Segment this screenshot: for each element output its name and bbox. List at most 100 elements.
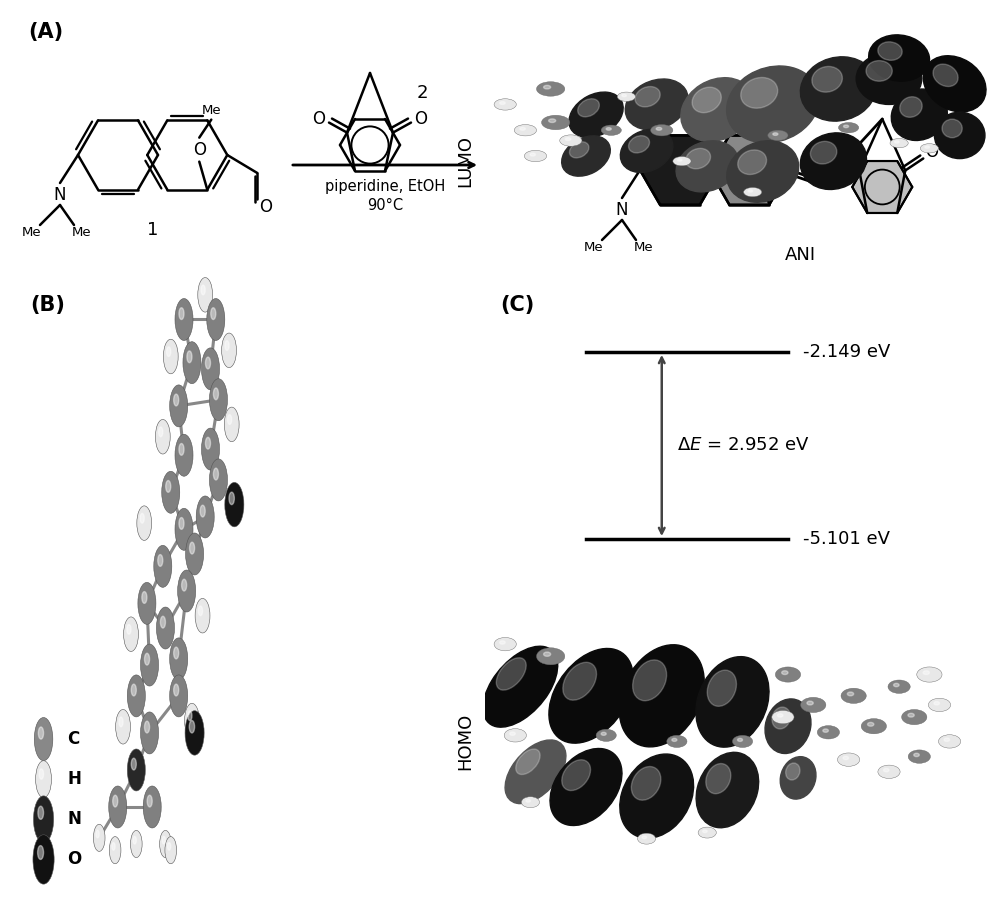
Text: N: N: [54, 186, 66, 204]
Circle shape: [601, 732, 606, 735]
Circle shape: [141, 712, 159, 754]
Circle shape: [537, 82, 565, 96]
Circle shape: [521, 797, 540, 808]
Ellipse shape: [550, 749, 622, 825]
Circle shape: [142, 591, 147, 603]
Circle shape: [209, 459, 227, 501]
Ellipse shape: [933, 64, 958, 87]
Circle shape: [141, 644, 159, 686]
Circle shape: [225, 341, 229, 350]
Circle shape: [201, 348, 220, 390]
Ellipse shape: [765, 699, 811, 753]
Circle shape: [34, 717, 53, 761]
Ellipse shape: [562, 136, 610, 176]
Circle shape: [622, 94, 626, 97]
Circle shape: [500, 641, 505, 644]
Text: -2.149 eV: -2.149 eV: [803, 343, 891, 361]
Text: O: O: [312, 110, 326, 128]
Circle shape: [160, 616, 165, 628]
Circle shape: [109, 836, 121, 864]
Circle shape: [878, 765, 900, 778]
Text: O: O: [827, 144, 840, 161]
Text: N: N: [616, 201, 628, 219]
Circle shape: [116, 709, 130, 744]
Circle shape: [823, 729, 828, 732]
Circle shape: [847, 692, 854, 696]
Circle shape: [601, 125, 621, 135]
Circle shape: [908, 713, 914, 717]
Ellipse shape: [625, 79, 688, 130]
Circle shape: [902, 709, 927, 725]
Polygon shape: [852, 161, 912, 213]
Text: $\Delta E$ = 2.952 eV: $\Delta E$ = 2.952 eV: [677, 437, 810, 454]
Ellipse shape: [891, 89, 947, 141]
Circle shape: [549, 119, 556, 122]
Circle shape: [225, 483, 244, 527]
Circle shape: [39, 769, 44, 779]
Ellipse shape: [812, 66, 842, 92]
Ellipse shape: [696, 752, 759, 828]
Ellipse shape: [741, 77, 778, 108]
Text: O: O: [925, 144, 938, 161]
Ellipse shape: [869, 35, 930, 81]
Circle shape: [928, 698, 951, 712]
Circle shape: [920, 144, 938, 153]
Text: piperidine, EtOH: piperidine, EtOH: [325, 180, 445, 194]
Circle shape: [167, 347, 171, 356]
Circle shape: [698, 827, 716, 838]
Circle shape: [167, 843, 171, 850]
Circle shape: [838, 122, 859, 133]
Ellipse shape: [562, 760, 591, 790]
Ellipse shape: [923, 56, 986, 111]
Circle shape: [667, 735, 687, 748]
Ellipse shape: [866, 61, 892, 81]
Circle shape: [537, 647, 565, 665]
Circle shape: [179, 444, 184, 455]
Ellipse shape: [934, 112, 985, 158]
Circle shape: [938, 735, 961, 748]
Circle shape: [162, 836, 165, 844]
Ellipse shape: [569, 92, 623, 137]
Circle shape: [775, 667, 801, 682]
Circle shape: [514, 124, 537, 136]
Circle shape: [183, 342, 201, 384]
Ellipse shape: [496, 658, 526, 690]
Text: LUMO: LUMO: [456, 135, 474, 187]
Ellipse shape: [620, 754, 694, 838]
Text: O: O: [259, 198, 272, 216]
Ellipse shape: [900, 97, 922, 117]
Text: ANI: ANI: [784, 246, 816, 264]
Text: Me: Me: [22, 226, 42, 239]
Circle shape: [93, 824, 105, 851]
Circle shape: [500, 101, 505, 104]
Text: HOMO: HOMO: [456, 713, 474, 770]
Ellipse shape: [738, 150, 767, 174]
Circle shape: [861, 718, 886, 734]
Circle shape: [133, 836, 136, 844]
Circle shape: [165, 836, 177, 864]
Circle shape: [748, 190, 753, 192]
Text: 90°C: 90°C: [367, 197, 403, 213]
Circle shape: [160, 831, 171, 857]
Ellipse shape: [633, 659, 667, 701]
Circle shape: [154, 545, 172, 588]
Circle shape: [526, 799, 530, 802]
Circle shape: [510, 732, 515, 735]
Circle shape: [127, 624, 131, 635]
Ellipse shape: [505, 740, 566, 804]
Circle shape: [196, 496, 214, 538]
Ellipse shape: [772, 707, 790, 729]
Text: (B): (B): [30, 295, 65, 315]
Circle shape: [185, 704, 199, 738]
Ellipse shape: [681, 77, 754, 142]
Circle shape: [170, 385, 188, 426]
Circle shape: [159, 427, 163, 437]
Circle shape: [638, 834, 656, 845]
Text: Me: Me: [763, 119, 783, 132]
Circle shape: [544, 86, 551, 89]
Circle shape: [127, 675, 145, 717]
Ellipse shape: [620, 129, 673, 172]
Circle shape: [200, 506, 205, 517]
Circle shape: [768, 130, 788, 141]
Circle shape: [773, 133, 778, 135]
